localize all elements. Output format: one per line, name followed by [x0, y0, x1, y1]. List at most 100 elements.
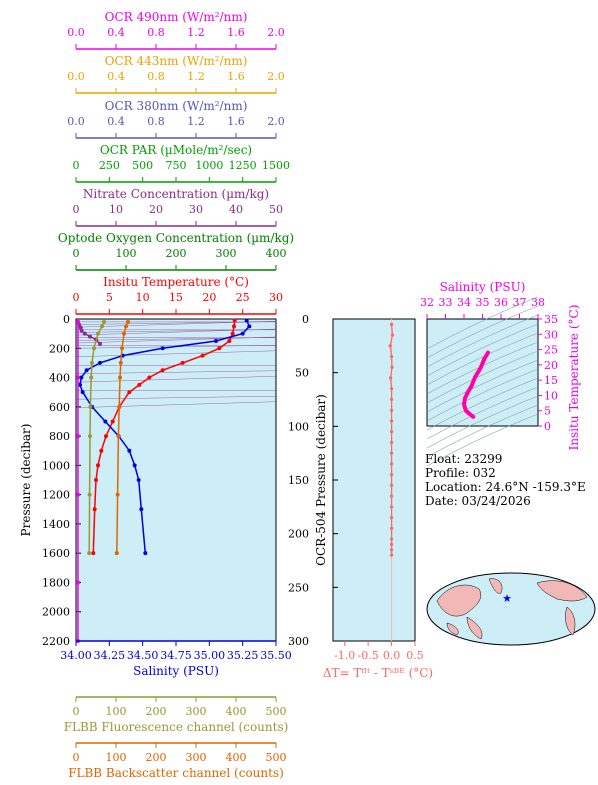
par-tick-label: 1250: [229, 159, 257, 172]
oxygen-tick-label: 100: [116, 247, 137, 260]
delta-t-point: [388, 344, 392, 348]
backscatter-point: [118, 360, 123, 365]
ocr380-tick-label: 2.0: [267, 115, 285, 128]
ts-temp-tick-label: 20: [544, 359, 558, 372]
salinity-point: [139, 507, 144, 512]
delta-t-point: [389, 397, 394, 402]
ocr380-tick-label: 1.2: [187, 115, 205, 128]
salinity-point: [160, 346, 165, 351]
location: Location: 24.6°N -159.3°E: [425, 480, 586, 494]
ts-salinity-tick-label: 35: [476, 296, 490, 309]
delta-t-point: [389, 376, 393, 380]
delta-t-point: [389, 440, 394, 445]
main-plot-area: [75, 318, 277, 642]
delta-t-point: [389, 462, 394, 466]
par-tick-label: 500: [132, 159, 153, 172]
delta-t-point: [390, 333, 395, 337]
ts-salinity-tick-label: 33: [439, 296, 453, 309]
fluor-tick-label: 0: [73, 705, 80, 718]
density-contour: [426, 368, 539, 422]
salinity-point: [127, 448, 132, 453]
fluor-tick-label: 200: [146, 705, 167, 718]
pressure-tick-label: 600: [49, 401, 70, 414]
ts-salinity-tick-label: 38: [531, 296, 545, 309]
top-axes: OCR 490nm (W/m²/nm) 0.0 0.4 0.8 1.2 1.6 2.0 OCR…: [58, 10, 294, 315]
bottom-axes: 34.00 34.25 34.50 34.75 35.00 35.25 35.50 Salin…: [60, 640, 292, 780]
fluorescence-point: [88, 434, 92, 439]
nitrate-point: [82, 331, 87, 336]
ts-salinity-tick-label: 34: [457, 296, 471, 309]
ocr380-tick-label: 0.4: [107, 115, 125, 128]
profile-number: Profile: 032: [425, 466, 496, 480]
salinity-point: [132, 463, 137, 468]
delta-t-plot-area: [332, 318, 416, 642]
float-id: Float: 23299: [425, 452, 503, 466]
backscatter-point: [117, 404, 122, 409]
insitu-temperature-point: [137, 382, 142, 387]
insitu-temperature-point: [127, 390, 132, 395]
backscatter-point: [114, 551, 119, 556]
temp-tick-label: 15: [169, 291, 183, 304]
density-contour: [426, 305, 539, 359]
pressure-tick-label: 1200: [42, 489, 70, 502]
fluor-tick-label: 100: [106, 705, 127, 718]
float-info: Float: 23299 Profile: 032 Location: 24.6…: [425, 452, 586, 508]
ocr490-tick-label: 1.2: [187, 26, 205, 39]
ocr490-tick-label: 0.8: [147, 26, 165, 39]
salinity-point: [80, 390, 85, 395]
sal-tick-label: 35.25: [227, 649, 259, 662]
pressure-tick-label: 2000: [42, 606, 70, 619]
delta-t-point: [389, 387, 394, 391]
oxygen-tick-label: 300: [216, 247, 237, 260]
ocr443-tick-label: 0.4: [107, 70, 125, 83]
delta-t-point: [389, 473, 394, 477]
fluorescence-point: [92, 346, 96, 351]
delta-t-tick-label: 0.5: [406, 649, 424, 662]
insitu-temperature-point: [96, 463, 100, 468]
fluorescence-point: [96, 331, 100, 336]
ts-salinity-tick-label: 37: [513, 296, 527, 309]
ocr443-tick-label: 1.6: [227, 70, 245, 83]
density-contour: [426, 404, 539, 458]
ts-temp-tick-label: 0: [544, 420, 551, 433]
ocr-490nm-point: [76, 319, 80, 324]
insitu-temperature-point: [99, 448, 104, 453]
ocr-pressure-tick-label: 0: [302, 313, 309, 326]
backscatter-point: [126, 319, 130, 324]
fluor-tick-label: 500: [266, 705, 287, 718]
ocr-guide-line: [75, 401, 277, 408]
insitu-temperature-point: [232, 318, 237, 323]
ocr-490nm-point: [76, 375, 80, 380]
ocr-490nm-point: [76, 492, 80, 497]
ocr-pressure-axis-title: OCR-504 Pressure (decibar): [314, 394, 328, 566]
ts-temp-tick-label: 5: [544, 405, 551, 418]
par-tick-label: 250: [99, 159, 120, 172]
par-tick-label: 750: [166, 159, 187, 172]
ts-salinity-tick-label: 32: [420, 296, 434, 309]
ocr443-tick-label: 0.8: [147, 70, 165, 83]
delta-t-plot: 0 50 100 150 200 250 300 OCR-504 Pressure (deci…: [288, 313, 433, 680]
density-contour: [426, 314, 539, 368]
sal-tick-label: 34.75: [160, 649, 192, 662]
delta-t-tick-label: 0.0: [383, 649, 401, 662]
insitu-temperature-point: [217, 346, 222, 351]
ocr380-axis-title: OCR 380nm (W/m²/nm): [105, 99, 248, 113]
ocr490-tick-label: 0.4: [107, 26, 125, 39]
sal-tick-label: 34.50: [127, 649, 159, 662]
oxygen-tick-label: 400: [266, 247, 287, 260]
ocr-pressure-tick-label: 50: [295, 367, 309, 380]
ts-salinity-tick-label: 36: [494, 296, 508, 309]
insitu-temperature-point: [147, 375, 152, 380]
ocr443-tick-label: 0.0: [67, 70, 85, 83]
temp-axis-title: Insitu Temperature (°C): [103, 275, 249, 289]
nitrate-point: [88, 334, 92, 339]
pressure-tick-label: 1800: [42, 576, 70, 589]
nitrate-axis-title: Nitrate Concentration (µm/kg): [83, 187, 269, 201]
fluorescence-line: [88, 321, 105, 554]
pressure-tick-label: 400: [49, 372, 70, 385]
insitu-temperature-point: [110, 419, 115, 424]
density-contour: [426, 386, 539, 440]
par-tick-label: 1500: [262, 159, 290, 172]
ts-curve: [462, 350, 490, 419]
